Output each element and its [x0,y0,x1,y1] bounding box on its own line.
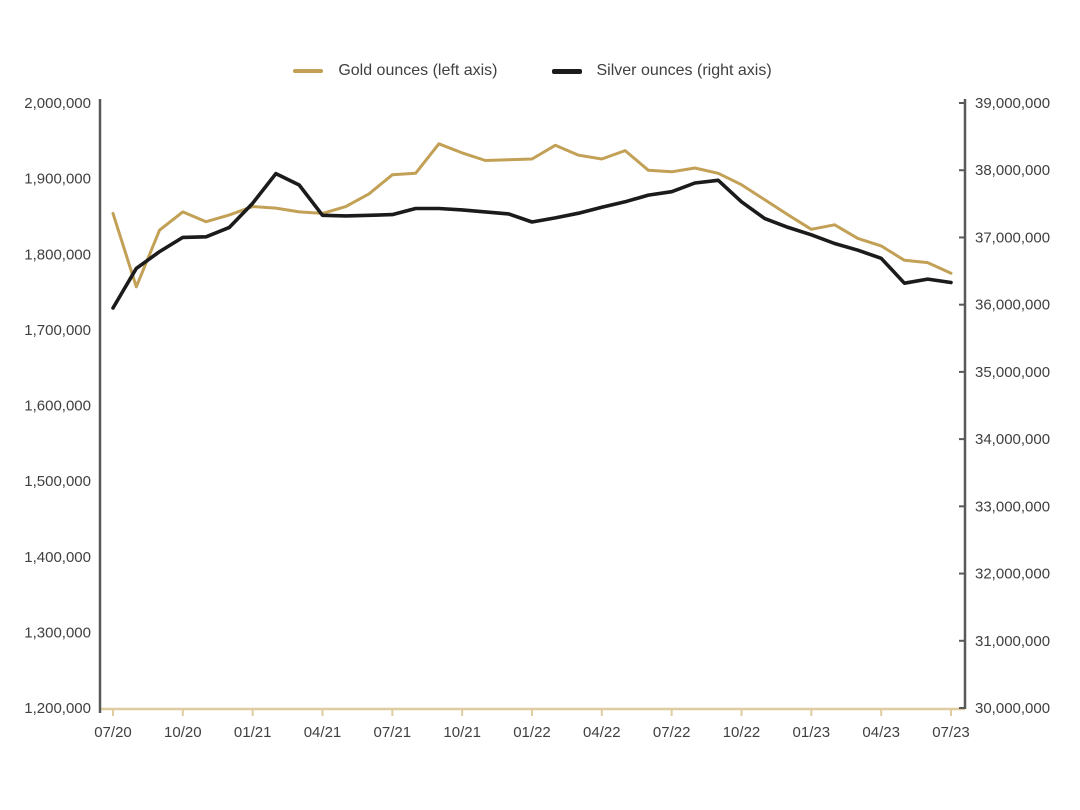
x-axis-tick-label: 04/23 [862,724,900,741]
x-axis-tick-label: 01/21 [234,724,272,741]
left-axis-tick-label: 1,900,000 [24,171,91,188]
right-axis-tick-label: 33,000,000 [975,498,1050,515]
x-axis-tick-label: 01/22 [513,724,551,741]
x-axis-tick-label: 07/22 [653,724,691,741]
left-axis-tick-label: 2,000,000 [24,95,91,112]
x-axis-tick-label: 07/21 [374,724,412,741]
right-axis-tick-label: 36,000,000 [975,297,1050,314]
chart-legend: Gold ounces (left axis) Silver ounces (r… [100,58,965,84]
silver-series-line [111,171,953,310]
legend-label-silver: Silver ounces (right axis) [596,62,772,79]
left-axis-tick-label: 1,800,000 [24,246,91,263]
right-axis-tick-label: 37,000,000 [975,229,1050,246]
x-axis-tick-label: 04/22 [583,724,621,741]
left-axis-tick-label: 1,200,000 [24,700,91,717]
gold-series-swatch [293,69,324,73]
x-axis-tick-label: 10/22 [723,724,761,741]
x-axis-tick-label: 10/20 [164,724,202,741]
left-axis-tick-label: 1,400,000 [24,549,91,566]
left-axis-tick-label: 1,700,000 [24,322,91,339]
right-axis-tick-label: 32,000,000 [975,566,1050,583]
silver-series-swatch [551,68,582,74]
x-axis-tick-label: 01/23 [793,724,831,741]
x-axis-tick-label: 07/20 [94,724,132,741]
legend-item-silver: Silver ounces (right axis) [551,62,772,80]
x-axis-tick-label: 04/21 [304,724,342,741]
gold-series-line [111,142,953,289]
right-axis-tick-label: 30,000,000 [975,700,1050,717]
left-axis-tick-label: 1,300,000 [24,624,91,641]
x-axis-tick-label: 07/23 [932,724,970,741]
right-axis-tick-label: 38,000,000 [975,162,1050,179]
right-axis-tick-label: 31,000,000 [975,633,1050,650]
left-axis-tick-label: 1,600,000 [24,398,91,415]
right-axis-tick-label: 39,000,000 [975,95,1050,112]
x-axis-tick-label: 10/21 [443,724,481,741]
left-axis-tick-label: 1,500,000 [24,473,91,490]
right-axis-tick-label: 34,000,000 [975,431,1050,448]
legend-item-gold: Gold ounces (left axis) [293,62,498,80]
legend-label-gold: Gold ounces (left axis) [338,62,498,79]
right-axis-tick-label: 35,000,000 [975,364,1050,381]
